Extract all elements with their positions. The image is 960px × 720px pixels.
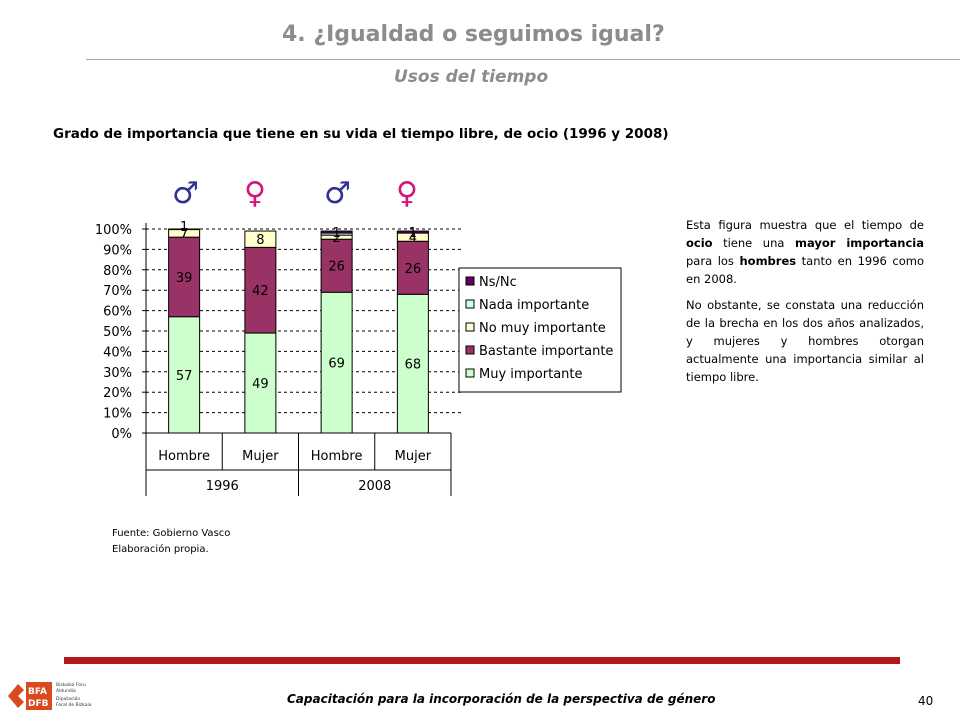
x-group-label: 1996 [206, 479, 239, 494]
bar-segment [168, 236, 201, 318]
source-note: Fuente: Gobierno Vasco Elaboración propi… [112, 526, 230, 558]
y-tick-label: 30% [103, 366, 132, 381]
male-symbol-icon: ♂ [324, 176, 351, 211]
legend [458, 267, 622, 393]
logo-text: Foral de Bizkaia [56, 702, 92, 708]
page-title: 4. ¿Igualdad o seguimos igual? [282, 22, 665, 47]
data-label: 7 [180, 227, 188, 242]
y-tick-label: 80% [103, 264, 132, 279]
y-tick-label: 10% [103, 407, 132, 422]
legend-entry: Ns/Nc [479, 275, 517, 290]
page-number: 40 [918, 694, 934, 708]
description-paragraph-2: No obstante, se constata una reducción d… [686, 298, 924, 384]
x-category-label: Mujer [242, 449, 279, 464]
page-subtitle: Usos del tiempo [394, 67, 549, 87]
description-emphasis: ocio [686, 236, 713, 250]
bar-segment [396, 293, 429, 434]
logo-dfb: DFB [28, 699, 49, 709]
data-label: 26 [328, 260, 345, 275]
description-run: Esta figura muestra que el tiempo de [686, 218, 924, 232]
bar-segment [244, 246, 277, 334]
female-symbol-icon: ♀ [244, 176, 266, 211]
legend-entry: Nada importante [479, 298, 589, 313]
description-emphasis: mayor importancia [794, 236, 925, 250]
legend-swatch [465, 368, 475, 378]
data-label: 1 [409, 226, 417, 241]
logo-text: Diputación [56, 695, 80, 702]
data-label: 39 [176, 271, 193, 286]
bar-segment [244, 332, 277, 434]
bar-segment [168, 228, 201, 231]
footer-divider [64, 657, 900, 664]
data-label: 4 [409, 231, 417, 246]
y-tick-label: 40% [103, 345, 132, 360]
y-tick-label: 20% [103, 386, 132, 401]
bar-segment [320, 238, 353, 293]
female-symbol-icon: ♀ [396, 176, 418, 211]
legend-entry: Bastante importante [479, 344, 613, 359]
elaboration-line: Elaboración propia. [112, 544, 209, 555]
data-label: 2 [332, 231, 340, 246]
bar-segment [396, 240, 429, 295]
x-group-label: 2008 [358, 479, 391, 494]
y-tick-label: 0% [111, 427, 132, 442]
data-label: 1 [180, 220, 188, 235]
legend-swatch [465, 299, 475, 309]
data-label: 69 [328, 357, 345, 372]
title-divider [86, 59, 960, 60]
bar-segment [320, 230, 353, 234]
x-category-label: Hombre [158, 449, 210, 464]
y-tick-label: 90% [103, 243, 132, 258]
y-tick-label: 100% [95, 223, 132, 238]
data-label: 68 [405, 358, 422, 373]
bar-segment [168, 316, 201, 434]
logo-block [26, 682, 52, 710]
bar-segment [244, 230, 277, 248]
male-symbol-icon: ♂ [172, 176, 199, 211]
bfa-dfb-logo: BFA DFB Bizkaiko Foru Aldundia Diputació… [8, 682, 92, 710]
chart-heading: Grado de importancia que tiene en su vid… [53, 126, 669, 142]
description-run: para los [686, 254, 740, 268]
data-label: 8 [256, 233, 264, 248]
legend-swatch [465, 276, 475, 286]
data-label: 26 [405, 262, 422, 277]
x-category-label: Mujer [395, 449, 432, 464]
y-tick-label: 60% [103, 305, 132, 320]
description-run: tanto en 1996 como en 2008. [686, 254, 924, 286]
bar-segment [320, 291, 353, 434]
y-tick-label: 70% [103, 284, 132, 299]
description-paragraph-1: Esta figura muestra que el tiempo de oci… [686, 216, 924, 288]
data-label: 49 [252, 377, 269, 392]
description-emphasis: hombres [739, 254, 797, 268]
data-label: 42 [252, 284, 269, 299]
footer-caption: Capacitación para la incorporación de la… [287, 692, 716, 706]
source-line: Fuente: Gobierno Vasco [112, 528, 231, 539]
legend-entry: No muy importante [479, 321, 606, 336]
logo-bfa: BFA [28, 687, 47, 697]
description-run: tiene una [712, 236, 795, 250]
bar-segment [396, 230, 429, 234]
logo-text: Aldundia [56, 688, 76, 694]
y-tick-label: 50% [103, 325, 132, 340]
data-label: 1 [332, 226, 340, 241]
description-text: Esta figura muestra que el tiempo de oci… [686, 216, 924, 394]
legend-entry: Muy importante [479, 367, 583, 382]
legend-swatch [465, 322, 475, 332]
logo-text: Bizkaiko Foru [56, 682, 86, 688]
legend-swatch [465, 345, 475, 355]
x-category-label: Hombre [311, 449, 363, 464]
data-label: 57 [176, 369, 193, 384]
logo-mark-icon [8, 684, 24, 708]
